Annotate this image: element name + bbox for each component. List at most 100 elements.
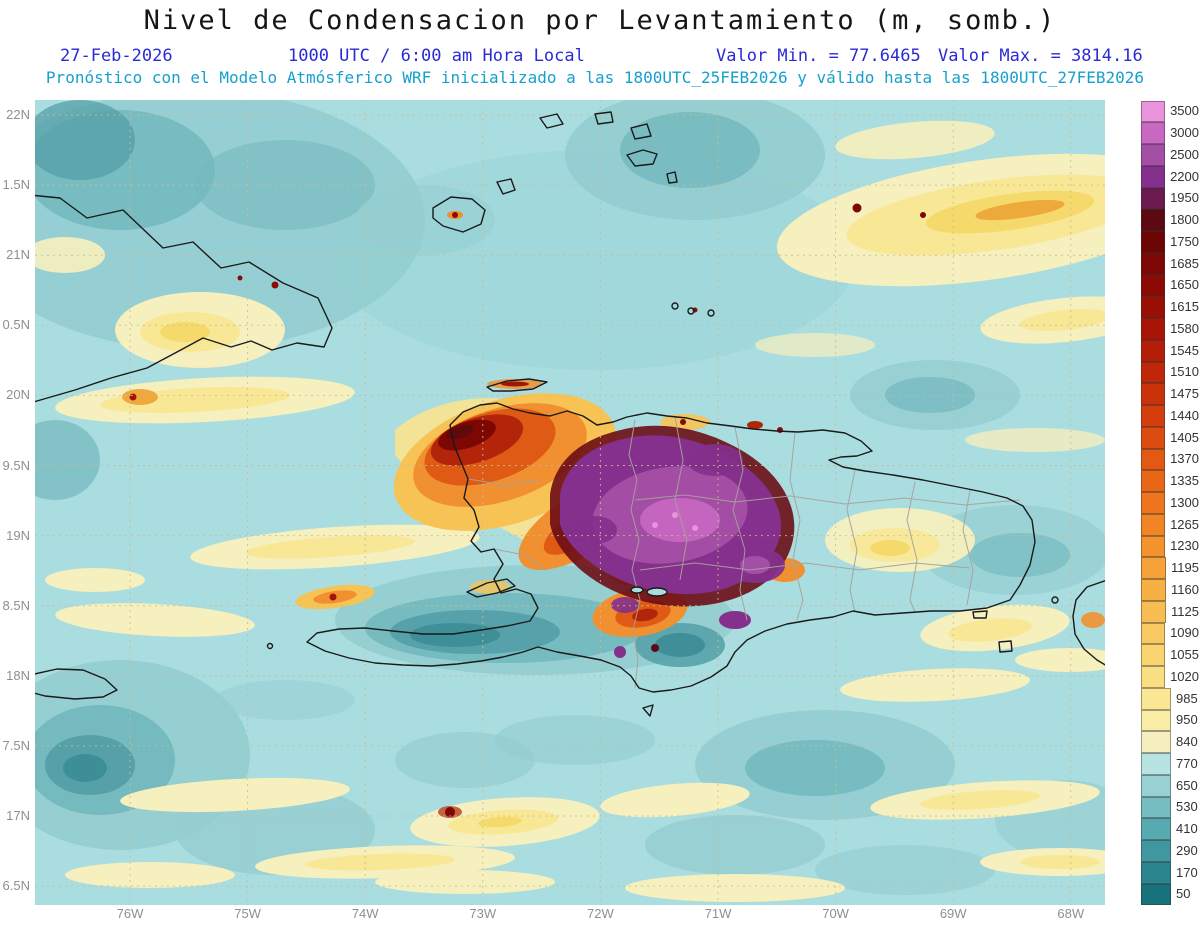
- colorbar-value-label: 1615: [1170, 299, 1199, 315]
- colorbar-row: 950: [1141, 709, 1199, 732]
- colorbar-swatch: [1141, 405, 1166, 427]
- colorbar-value-label: 2500: [1170, 146, 1199, 162]
- colorbar-value-label: 1265: [1170, 516, 1199, 532]
- mona-island: [998, 640, 1013, 653]
- colorbar-row: 1370: [1141, 448, 1199, 471]
- colorbar-swatch: [1141, 252, 1166, 275]
- colorbar-swatch: [1141, 818, 1171, 840]
- colorbar-value-label: 1510: [1170, 364, 1199, 380]
- colorbar-swatch: [1141, 666, 1166, 688]
- colorbar-row: 1615: [1141, 296, 1199, 318]
- colorbar-row: 985: [1141, 687, 1199, 710]
- colorbar-row: 1300: [1141, 492, 1199, 514]
- admin-boundaries: [467, 416, 1021, 689]
- lat-tick-label: 1.5N: [2, 177, 30, 193]
- colorbar: 3500 3000 2500 2200 1950 1800 1750 1685 1650 1615…: [1141, 100, 1199, 906]
- colorbar-value-label: 1300: [1170, 494, 1199, 510]
- colorbar-row: 1335: [1141, 470, 1199, 492]
- colorbar-value-label: 1020: [1170, 668, 1199, 684]
- colorbar-value-label: 1090: [1170, 625, 1199, 641]
- colorbar-row: 1230: [1141, 535, 1199, 558]
- colorbar-swatch: [1141, 274, 1166, 297]
- colorbar-swatch: [1141, 144, 1166, 166]
- colorbar-row: 1580: [1141, 318, 1199, 340]
- jamaica-coastline: [35, 668, 118, 700]
- colorbar-swatch: [1141, 622, 1166, 645]
- colorbar-swatch: [1141, 840, 1171, 862]
- great-inagua-island: [432, 196, 486, 233]
- lon-tick-label: 75W: [234, 906, 261, 921]
- colorbar-swatch: [1141, 187, 1166, 210]
- colorbar-row: 840: [1141, 731, 1199, 753]
- colorbar-value-label: 50: [1176, 886, 1191, 902]
- colorbar-row: 1125: [1141, 600, 1199, 623]
- colorbar-value-label: 1475: [1170, 386, 1199, 402]
- page-title: Nivel de Condensacion por Levantamiento …: [143, 5, 1057, 36]
- colorbar-row: 2200: [1141, 165, 1199, 188]
- colorbar-value-label: 1055: [1170, 647, 1199, 663]
- header-info-row: 27-Feb-2026 1000 UTC / 6:00 am Hora Loca…: [0, 46, 1200, 68]
- lon-tick-label: 74W: [351, 906, 379, 921]
- colorbar-row: 410: [1141, 818, 1199, 840]
- colorbar-swatch: [1141, 557, 1167, 579]
- colorbar-row: 170: [1141, 861, 1199, 884]
- bahamas-islet-3: [630, 123, 652, 140]
- colorbar-swatch: [1141, 122, 1166, 144]
- lat-tick-label: 9.5N: [2, 457, 30, 473]
- colorbar-swatch: [1141, 100, 1166, 123]
- colorbar-swatch: [1141, 361, 1166, 384]
- colorbar-swatch: [1141, 883, 1171, 906]
- colorbar-row: 1545: [1141, 339, 1199, 362]
- colorbar-swatch: [1141, 426, 1166, 449]
- colorbar-value-label: 650: [1176, 777, 1198, 793]
- colorbar-row: 50: [1141, 883, 1199, 906]
- colorbar-row: 1950: [1141, 187, 1199, 210]
- lat-tick-label: 6.5N: [2, 878, 30, 894]
- caicos-islands: [626, 149, 658, 167]
- forecast-description: Pronóstico con el Modelo Atmósferico WRF…: [45, 68, 1145, 87]
- colorbar-row: 1650: [1141, 274, 1199, 297]
- colorbar-value-label: 1405: [1170, 429, 1199, 445]
- colorbar-swatch: [1141, 600, 1167, 623]
- bahamas-islet-1: [539, 113, 564, 129]
- lon-tick-label: 71W: [704, 906, 732, 921]
- colorbar-row: 1440: [1141, 405, 1199, 427]
- max-value-label: Valor Max. = 3814.16: [938, 46, 1143, 66]
- lat-tick-label: 18N: [6, 667, 30, 683]
- colorbar-row: 1510: [1141, 361, 1199, 384]
- colorbar-swatch: [1141, 513, 1166, 536]
- colorbar-row: 2500: [1141, 144, 1199, 166]
- colorbar-row: 1800: [1141, 209, 1199, 231]
- colorbar-value-label: 1370: [1170, 451, 1199, 467]
- map-canvas: [35, 100, 1105, 905]
- colorbar-value-label: 170: [1176, 864, 1198, 880]
- puerto-rico-coastline: [1072, 579, 1105, 666]
- colorbar-value-label: 1950: [1170, 190, 1199, 206]
- colorbar-swatch: [1141, 861, 1171, 884]
- colorbar-row: 530: [1141, 796, 1199, 819]
- lat-tick-label: 19N: [6, 527, 30, 543]
- colorbar-value-label: 950: [1176, 712, 1198, 728]
- colorbar-row: 1020: [1141, 666, 1199, 688]
- cay-2: [687, 307, 695, 315]
- field-layer-teal: [35, 100, 1105, 895]
- cay-3: [707, 309, 715, 317]
- colorbar-value-label: 1800: [1170, 212, 1199, 228]
- colorbar-value-label: 985: [1176, 690, 1198, 706]
- cay-1: [671, 302, 679, 310]
- colorbar-swatch: [1141, 535, 1166, 558]
- colorbar-value-label: 1650: [1170, 277, 1199, 293]
- map-plot: Sisπ – ONAMET/REP.DOM.: [35, 100, 1105, 905]
- field-layer-yellow: [35, 120, 1105, 902]
- colorbar-value-label: 840: [1176, 734, 1198, 750]
- colorbar-swatch: [1141, 492, 1166, 514]
- colorbar-value-label: 290: [1176, 842, 1198, 858]
- colorbar-row: 1265: [1141, 513, 1199, 536]
- lat-tick-label: 0.5N: [2, 317, 30, 333]
- bahamas-islet-2: [594, 111, 614, 125]
- colorbar-swatch: [1141, 709, 1171, 732]
- colorbar-swatch: [1141, 231, 1166, 253]
- colorbar-value-label: 1160: [1171, 581, 1199, 597]
- colorbar-value-label: 770: [1176, 755, 1198, 771]
